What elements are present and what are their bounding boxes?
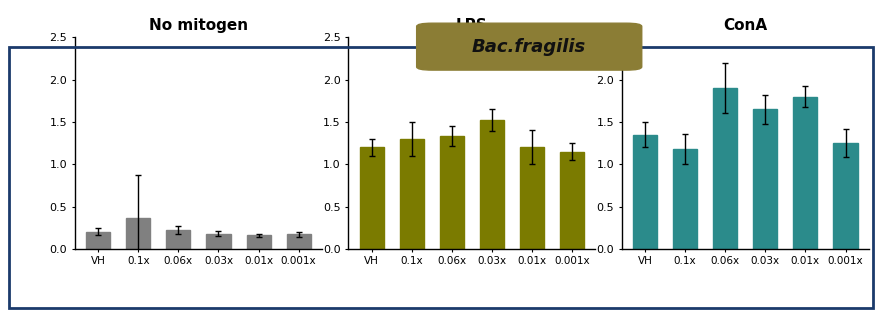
Bar [753,109,777,249]
Bar [400,139,423,249]
Bar [833,143,857,249]
Title: ConA: ConA [723,18,767,33]
FancyBboxPatch shape [416,23,642,70]
Bar [440,136,464,249]
Bar [360,147,384,249]
Bar [126,217,150,249]
Title: No mitogen: No mitogen [149,18,248,33]
Bar [287,234,310,249]
Bar [86,232,110,249]
Bar [206,234,230,249]
Bar [560,151,584,249]
Text: Bac.fragilis: Bac.fragilis [472,38,587,56]
Bar [520,147,544,249]
Bar [167,230,191,249]
Bar [794,96,818,249]
Bar [247,235,271,249]
Bar [714,88,737,249]
Title: LPS: LPS [456,18,488,33]
Bar [673,149,697,249]
Bar [480,120,504,249]
Bar [633,135,657,249]
